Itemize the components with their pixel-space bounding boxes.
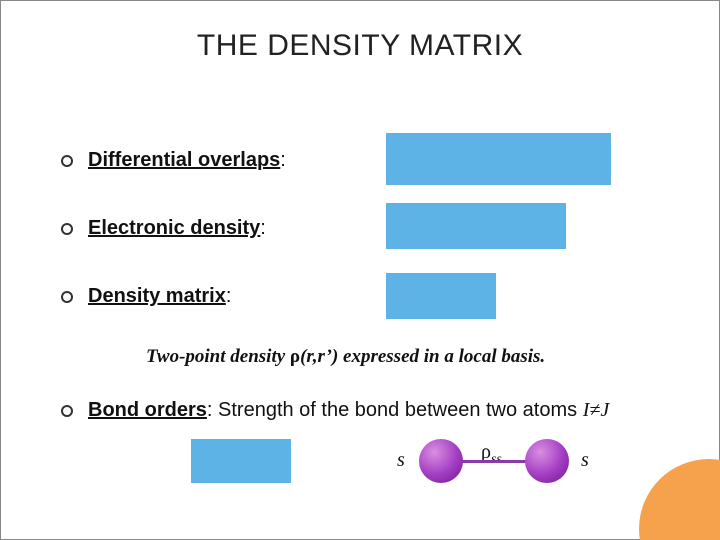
bullet-text: Differential overlaps:	[88, 149, 286, 172]
bullet-electronic-density: Electronic density:	[61, 217, 266, 240]
bullet-marker-icon	[61, 405, 73, 417]
bullet-text: Electronic density:	[88, 217, 266, 240]
bullet-suffix: :	[226, 285, 232, 307]
formula-placeholder-box	[386, 133, 611, 185]
bullet-text: Density matrix:	[88, 285, 231, 308]
note-rho: ρ	[290, 346, 300, 367]
bullet-text: Bond orders: Strength of the bond betwee…	[88, 399, 609, 422]
note-post: expressed in a local basis.	[338, 346, 545, 367]
formula-placeholder-box	[386, 273, 496, 319]
atom-label-left: s	[397, 449, 405, 472]
bullet-marker-icon	[61, 223, 73, 235]
bullet-tail: I≠J	[583, 399, 610, 421]
bullet-marker-icon	[61, 291, 73, 303]
bullet-suffix: :	[260, 217, 266, 239]
bullet-marker-icon	[61, 155, 73, 167]
bullet-bond-orders: Bond orders: Strength of the bond betwee…	[61, 399, 609, 422]
bullet-label: Differential overlaps	[88, 149, 280, 171]
atom-label-right: s	[581, 449, 589, 472]
corner-accent-icon	[639, 459, 720, 540]
page-title: THE DENSITY MATRIX	[197, 29, 523, 63]
formula-placeholder-box	[386, 203, 566, 249]
note-pre: Two-point density	[146, 346, 290, 367]
bond-line-icon	[459, 460, 529, 463]
slide: THE DENSITY MATRIX Differential overlaps…	[0, 0, 720, 540]
rho-ss-label: ρss	[481, 441, 502, 468]
bullet-label: Bond orders	[88, 399, 207, 421]
bullet-suffix: :	[280, 149, 286, 171]
two-point-density-note: Two-point density ρ(r,r’) expressed in a…	[146, 346, 545, 368]
bullet-suffix: : Strength of the bond between two atoms	[207, 399, 583, 421]
bullet-density-matrix: Density matrix:	[61, 285, 231, 308]
bullet-differential-overlaps: Differential overlaps:	[61, 149, 286, 172]
formula-placeholder-box	[191, 439, 291, 483]
bullet-label: Density matrix	[88, 285, 226, 307]
note-args: (r,r’)	[300, 346, 338, 367]
atom-right-icon	[525, 439, 569, 483]
bullet-label: Electronic density	[88, 217, 260, 239]
atom-left-icon	[419, 439, 463, 483]
